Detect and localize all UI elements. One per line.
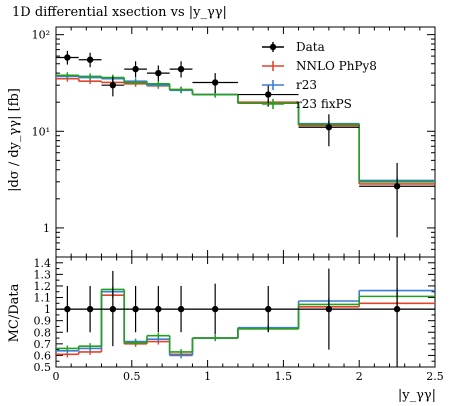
data-point	[325, 124, 333, 131]
ratio-y-tick-label: 0.7	[34, 338, 52, 351]
ratio-y-tick-label: 0.5	[34, 361, 52, 374]
ratio-y-tick-label: 0.6	[34, 349, 52, 362]
data-points-main	[56, 50, 435, 238]
ratio-y-tick-label: 0.9	[34, 315, 52, 328]
main-y-axis-label: |dσ / dy_γγ| [fb]	[7, 88, 22, 192]
data-point	[86, 305, 94, 313]
legend-label-r23-fixps: r23 fixPS	[296, 97, 352, 111]
ratio-y-tick-label: 1.2	[34, 280, 52, 293]
data-point	[132, 65, 139, 73]
data-point	[109, 305, 117, 313]
data-point	[265, 91, 272, 98]
data-point	[86, 56, 94, 63]
data-point	[155, 305, 162, 313]
data-point	[265, 305, 272, 313]
legend-entry-data: Data	[262, 40, 325, 54]
legend-entry-r23-fixps: r23 fixPS	[262, 97, 352, 111]
ratio-panel: 0 0.5 1 1.5 2 2.50.50.60.70.80.911.11.21.31.4	[34, 256, 444, 383]
legend-marker-data-dot	[269, 43, 277, 51]
x-tick-label: 1	[204, 370, 211, 383]
data-point	[177, 65, 185, 73]
data-point	[393, 183, 401, 190]
data-point	[177, 305, 185, 313]
ratio-y-tick-label: 1.4	[34, 257, 52, 270]
data-point	[325, 305, 333, 313]
x-tick-label: 0.5	[123, 370, 141, 383]
main-y-tick-label: 10²	[32, 29, 50, 42]
x-axis-label: |y_γγ|	[398, 388, 436, 403]
main-y-tick-label: 10¹	[32, 125, 50, 138]
legend-label-nnlo: NNLO PhPy8	[296, 59, 377, 73]
data-point	[393, 305, 401, 313]
ratio-y-tick-label: 1.3	[34, 268, 52, 281]
ratio-y-tick-label: 0.8	[34, 326, 52, 339]
ratio-y-tick-label: 1	[44, 303, 51, 316]
legend-entry-nnlo: NNLO PhPy8	[262, 59, 377, 73]
ratio-y-tick-label: 1.1	[34, 292, 52, 305]
data-point	[211, 305, 219, 313]
ratio-y-axis-label: MC/Data	[7, 283, 22, 342]
main-plot-frame	[55, 26, 436, 258]
main-panel: 1 10¹ 10²	[32, 26, 436, 258]
legend-label-r23: r23	[296, 78, 317, 92]
data-point	[211, 79, 219, 86]
data-point	[64, 54, 71, 61]
legend-label-data: Data	[296, 40, 325, 54]
x-tick-label: 1.5	[275, 370, 293, 383]
chart-title: 1D differential xsection vs |y_γγ|	[12, 5, 227, 20]
legend-entry-r23: r23	[262, 78, 317, 92]
data-point	[132, 305, 139, 313]
data-points-ratio	[56, 257, 435, 367]
data-point	[64, 305, 71, 313]
ratio-plot-frame	[55, 256, 436, 368]
main-y-tick-label: 1	[43, 222, 50, 235]
x-tick-label: 2	[356, 370, 363, 383]
legend: Data NNLO PhPy8 r23 r23 fixPS	[262, 40, 377, 111]
x-tick-label: 0	[53, 370, 60, 383]
data-point	[109, 81, 117, 89]
data-point	[155, 69, 162, 77]
x-tick-label: 2.5	[426, 370, 444, 383]
